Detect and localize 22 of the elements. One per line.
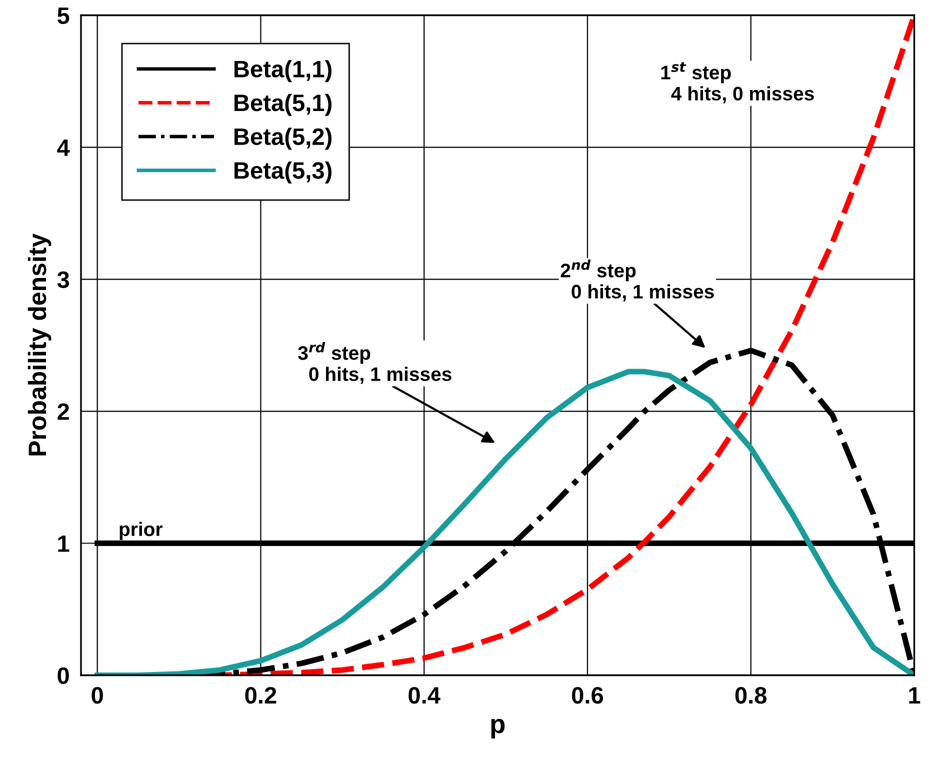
y-axis-title: Probability density xyxy=(28,234,52,456)
legend-label: Beta(5,3) xyxy=(234,162,332,184)
y-tick-label: 5 xyxy=(57,8,70,24)
y-tick-label: 3 xyxy=(57,271,70,288)
x-tick-label: 0 xyxy=(92,686,103,704)
x-tick-label: 0.2 xyxy=(245,686,276,704)
annotation: 1$^{st}$ step 4 hits, 0 misses xyxy=(661,62,814,104)
legend-label: Beta(1,1) xyxy=(234,60,332,82)
legend-label: Beta(5,2) xyxy=(234,128,332,150)
y-tick-label: 1 xyxy=(58,536,70,552)
x-tick-label: 0.6 xyxy=(572,686,604,704)
annotation: 2$^{nd}$ step 0 hits, 1 misses xyxy=(560,259,714,302)
annotation: 3$^{rd}$ step 0 hits, 1 misses xyxy=(298,342,452,384)
y-tick-label: 0 xyxy=(58,667,69,684)
y-tick-label: 4 xyxy=(57,140,70,156)
y-tick-label: 2 xyxy=(58,403,69,420)
x-tick-label: 1 xyxy=(909,687,920,704)
legend-label: Beta(5,1) xyxy=(234,94,332,116)
x-tick-label: 0.4 xyxy=(408,686,440,704)
x-axis-title: p xyxy=(491,718,505,739)
x-tick-label: 0.8 xyxy=(735,686,767,704)
annotation: prior xyxy=(120,522,162,540)
